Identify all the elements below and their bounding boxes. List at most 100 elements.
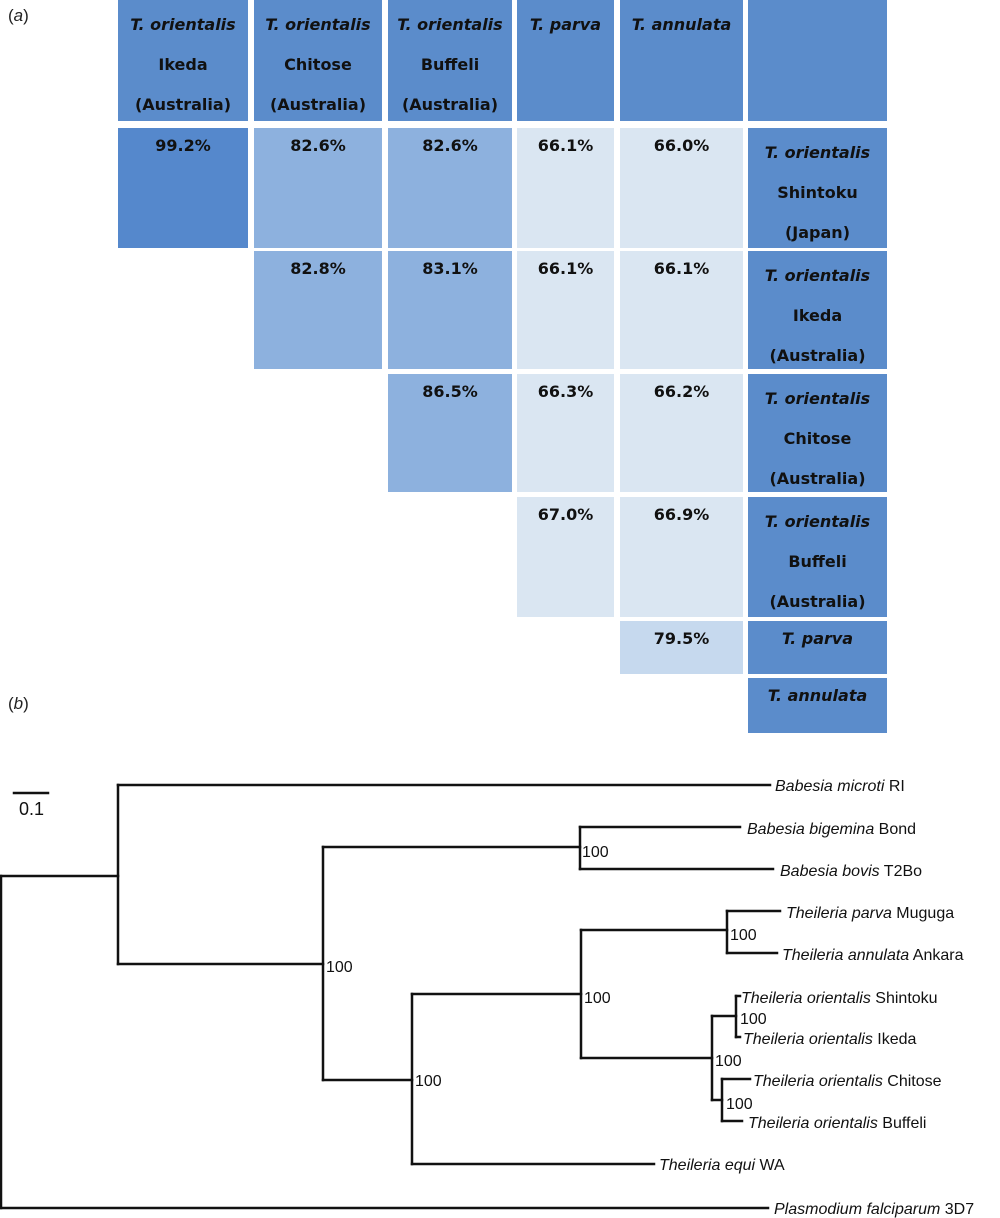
identity-value: 66.3% <box>537 382 594 401</box>
leaf-genus: Babesia <box>780 863 838 880</box>
header-cell-empty <box>748 0 887 121</box>
bootstrap-label: 100 <box>584 990 611 1007</box>
identity-value: 83.1% <box>422 259 478 278</box>
leaf-strain: WA <box>760 1157 786 1174</box>
identity-cell: 66.1% <box>517 128 614 248</box>
identity-cell: 79.5% <box>620 621 743 674</box>
leaf-labels: Babesia microti RI Babesia bigemina Bond… <box>659 778 974 1218</box>
identity-cell: 66.0% <box>620 128 743 248</box>
leaf-species: bovis <box>842 863 879 880</box>
leaf-strain: T2Bo <box>884 863 922 880</box>
identity-cell: 66.1% <box>620 251 743 369</box>
row-origin: (Australia) <box>769 469 866 488</box>
identity-cell: 82.6% <box>254 128 382 248</box>
identity-value: 86.5% <box>422 382 478 401</box>
identity-value: 82.8% <box>290 259 346 278</box>
leaf-label: Theileria orientalis Buffeli <box>748 1115 926 1132</box>
identity-cell: 67.0% <box>517 497 614 617</box>
leaf-strain: Shintoku <box>875 990 937 1007</box>
leaf-species: orientalis <box>809 1031 873 1048</box>
leaf-label: Theileria orientalis Chitose <box>753 1073 942 1090</box>
leaf-genus: Theileria <box>786 905 847 922</box>
identity-value: 79.5% <box>653 629 710 648</box>
leaf-genus: Theileria <box>753 1073 814 1090</box>
label-letter: b <box>13 694 24 713</box>
leaf-species: orientalis <box>807 990 871 1007</box>
row-strain: Buffeli <box>788 552 847 571</box>
label-letter: a <box>13 6 24 25</box>
leaf-strain: 3D7 <box>945 1201 974 1218</box>
leaf-genus: Babesia <box>747 821 805 838</box>
scale-bar-label: 0.1 <box>19 799 44 819</box>
header-origin: (Australia) <box>134 95 232 114</box>
label-paren: ( <box>8 6 14 25</box>
header-cell: T. orientalis Chitose (Australia) <box>254 0 382 121</box>
leaf-label: Theileria equi WA <box>659 1157 785 1174</box>
label-paren: ) <box>23 6 29 25</box>
identity-value: 66.9% <box>653 505 710 524</box>
identity-cell: 66.9% <box>620 497 743 617</box>
leaf-species: falciparum <box>866 1201 940 1218</box>
leaf-genus: Theileria <box>782 947 843 964</box>
tree-branches <box>0 783 782 1210</box>
row-species: T. orientalis <box>764 389 871 408</box>
row-species: T. annulata <box>767 686 868 705</box>
row-label-cell: T. annulata <box>748 678 887 733</box>
leaf-genus: Babesia <box>775 778 833 795</box>
leaf-species: bigemina <box>809 821 874 838</box>
identity-cell: 82.6% <box>388 128 512 248</box>
row-species: T. orientalis <box>764 266 871 285</box>
bootstrap-label: 100 <box>740 1011 767 1028</box>
identity-value: 66.1% <box>537 259 594 278</box>
leaf-label: Theileria orientalis Shintoku <box>741 990 938 1007</box>
leaf-genus: Theileria <box>748 1115 809 1132</box>
leaf-label: Babesia bovis T2Bo <box>780 863 922 880</box>
leaf-label: Plasmodium falciparum 3D7 <box>774 1201 974 1218</box>
leaf-label: Theileria annulata Ankara <box>782 947 964 964</box>
bootstrap-label: 100 <box>582 844 609 861</box>
leaf-strain: RI <box>889 778 905 795</box>
leaf-species: equi <box>725 1157 756 1174</box>
identity-cell: 83.1% <box>388 251 512 369</box>
leaf-species: parva <box>851 905 892 922</box>
identity-value: 82.6% <box>290 136 346 155</box>
header-species: T. orientalis <box>265 15 371 34</box>
bootstrap-label: 100 <box>326 959 353 976</box>
leaf-species: orientalis <box>814 1115 878 1132</box>
header-species: T. parva <box>529 15 602 34</box>
identity-value: 66.1% <box>537 136 594 155</box>
header-cell: T. orientalis Buffeli (Australia) <box>388 0 512 121</box>
identity-value: 66.1% <box>653 259 710 278</box>
header-origin: (Australia) <box>401 95 499 114</box>
row-origin: (Australia) <box>769 346 866 365</box>
bootstrap-label: 100 <box>730 927 757 944</box>
leaf-species: microti <box>837 778 885 795</box>
header-species: T. orientalis <box>397 15 503 34</box>
bootstrap-label: 100 <box>726 1096 753 1113</box>
header-origin: (Australia) <box>269 95 367 114</box>
identity-cell: 86.5% <box>388 374 512 492</box>
leaf-genus: Theileria <box>659 1157 720 1174</box>
header-cell: T. parva <box>517 0 614 121</box>
leaf-genus: Plasmodium <box>774 1201 862 1218</box>
identity-cell: 66.3% <box>517 374 614 492</box>
row-label-cell: T. parva <box>748 621 887 674</box>
leaf-strain: Chitose <box>887 1073 941 1090</box>
leaf-species: annulata <box>848 947 909 964</box>
header-species: T. orientalis <box>130 15 236 34</box>
identity-value: 99.2% <box>155 136 211 155</box>
leaf-label: Babesia microti RI <box>775 778 905 795</box>
identity-value: 67.0% <box>537 505 594 524</box>
identity-cell: 82.8% <box>254 251 382 369</box>
bootstrap-values: 100 100 100 100 100 100 100 100 <box>326 844 767 1113</box>
header-strain: Buffeli <box>420 55 480 74</box>
identity-cell: 99.2% <box>118 128 248 248</box>
row-strain: Ikeda <box>792 306 843 325</box>
label-paren: ) <box>23 694 29 713</box>
row-species: T. parva <box>781 629 854 648</box>
row-species: T. orientalis <box>764 512 871 531</box>
identity-value: 66.0% <box>653 136 710 155</box>
row-label-cell: T. orientalis Buffeli (Australia) <box>748 497 887 617</box>
row-strain: Chitose <box>783 429 852 448</box>
